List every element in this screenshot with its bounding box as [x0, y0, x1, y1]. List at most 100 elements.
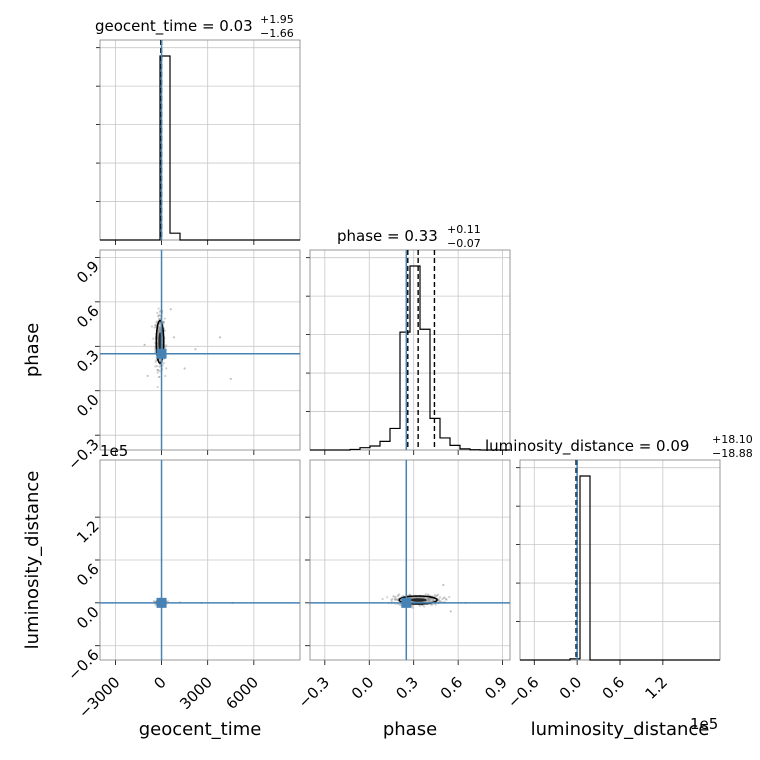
scatter-lumdist-phase-sample-point [430, 597, 433, 600]
scatter-lumdist-phase-sample-point [428, 599, 432, 602]
scatter-lumdist-phase-sample-point [394, 597, 397, 601]
scatter-lumdist-phase-sample-point [427, 599, 430, 602]
scatter-lumdist-phase-sample-point [428, 598, 431, 601]
scatter-lumdist-phase-outlier-point [442, 583, 445, 587]
scatter-phase-geocent-frame [99, 249, 301, 451]
scatter-lumdist-phase-sample-point [430, 603, 434, 606]
hist-lumdist-hist-step [520, 475, 720, 661]
ylabel-phase: phase [22, 323, 43, 377]
scatter-phase-geocent-sample-point [162, 321, 165, 324]
scatter-phase-geocent-sample-point [159, 328, 162, 331]
scatter-lumdist-phase-sample-point [426, 598, 429, 602]
scatter-lumdist-phase-sample-point [426, 598, 429, 601]
scatter-phase-geocent-sample-point [156, 335, 159, 338]
scatter-phase-geocent-sample-point [154, 365, 157, 368]
scatter-lumdist-phase-sample-point [445, 597, 448, 601]
xlabel-phase: phase [383, 719, 437, 740]
scatter-lumdist-geocent-xtick-label: 3000 [176, 673, 216, 713]
scatter-lumdist-phase-sample-point [390, 598, 393, 601]
scatter-lumdist-phase-contour [398, 595, 438, 605]
panel-phase-vs-geocent-time: −0.3 0.0 0.3 0.6 0.9 [64, 249, 301, 474]
scatter-phase-geocent-ytick-label: 0.6 [73, 302, 103, 332]
title-phase-text: phase = 0.33 [337, 227, 438, 245]
scatter-phase-geocent-sample-point [159, 322, 162, 325]
scatter-phase-geocent-sample-point [162, 362, 165, 365]
scatter-phase-geocent-outlier-point [143, 343, 146, 346]
scatter-lumdist-phase-sample-point [428, 600, 431, 603]
scatter-lumdist-phase-sample-point [432, 599, 435, 602]
scatter-lumdist-phase-xtick-label: 0.3 [392, 673, 422, 703]
scatter-lumdist-geocent-points [100, 460, 300, 660]
title-phase-minus: −0.07 [447, 237, 481, 250]
hist-lumdist-xtick-label: 0.0 [556, 673, 586, 703]
scatter-phase-geocent-sample-point [165, 344, 168, 347]
scatter-lumdist-phase-sample-point [443, 596, 446, 599]
scatter-phase-geocent-sample-point [152, 337, 155, 340]
scatter-phase-geocent-sample-point [155, 364, 158, 368]
offset-text-ylum: 1e5 [100, 442, 128, 460]
scatter-phase-geocent-sample-point [158, 329, 162, 332]
scatter-lumdist-phase-sample-point [410, 605, 414, 608]
scatter-phase-geocent-sample-point [158, 375, 161, 378]
scatter-phase-geocent-sample-point [154, 324, 157, 327]
scatter-lumdist-phase-sample-point [426, 597, 429, 600]
scatter-lumdist-phase-sample-point [419, 596, 423, 599]
scatter-phase-geocent-sample-point [155, 359, 158, 362]
scatter-lumdist-phase-sample-point [433, 593, 436, 597]
scatter-lumdist-phase-sample-point [416, 596, 420, 599]
scatter-lumdist-phase-sample-point [411, 606, 414, 609]
scatter-phase-geocent-sample-point [162, 321, 165, 324]
panel-luminosity-distance-vs-phase: −0.3 0.0 0.3 0.6 0.9 [295, 459, 511, 712]
scatter-phase-geocent-sample-point [157, 315, 160, 318]
scatter-phase-geocent-sample-point [162, 320, 165, 323]
scatter-lumdist-phase-sample-point [429, 597, 432, 600]
scatter-phase-geocent-sample-point [158, 327, 162, 330]
scatter-lumdist-phase-sample-point [397, 594, 400, 597]
scatter-phase-geocent-sample-point [158, 327, 161, 331]
scatter-lumdist-phase-sample-point [429, 603, 433, 606]
scatter-phase-geocent-sample-point [158, 370, 162, 373]
scatter-lumdist-phase-sample-point [414, 596, 417, 599]
scatter-lumdist-geocent-xtick-label: 6000 [222, 673, 262, 713]
scatter-lumdist-phase-frame [309, 459, 511, 661]
scatter-lumdist-geocent-sample-point [153, 599, 156, 603]
scatter-phase-geocent-outlier-point [172, 336, 175, 339]
scatter-lumdist-phase-sample-point [428, 597, 431, 601]
scatter-phase-geocent-sample-point [156, 371, 159, 374]
hist-lumdist-xtick-label: 0.6 [599, 673, 629, 703]
scatter-lumdist-phase-sample-point [408, 593, 411, 596]
scatter-phase-geocent-sample-point [158, 326, 161, 329]
scatter-lumdist-phase-sample-point [436, 593, 440, 596]
title-geocent-time-text: geocent_time = 0.03 [95, 17, 253, 36]
scatter-lumdist-phase-sample-point [420, 596, 423, 599]
scatter-lumdist-geocent-frame [99, 459, 301, 661]
scatter-phase-geocent-sample-point [164, 374, 167, 378]
scatter-phase-geocent-outlier-point [146, 374, 149, 378]
scatter-phase-geocent-ytick-label: 0.3 [73, 346, 103, 376]
scatter-lumdist-phase-xtick-label: 0.6 [437, 673, 467, 703]
scatter-phase-geocent-ytick-label: −0.3 [64, 435, 102, 473]
scatter-lumdist-geocent-ytick-label: 0.0 [73, 603, 103, 633]
scatter-phase-geocent-sample-point [156, 311, 159, 314]
scatter-phase-geocent-sample-point [156, 368, 159, 372]
scatter-phase-geocent-outlier-point [229, 377, 232, 380]
scatter-phase-geocent-outlier-point [218, 336, 222, 339]
scatter-phase-geocent-sample-point [158, 365, 161, 368]
scatter-phase-geocent-sample-point [157, 330, 160, 333]
hist-geocent-hist-step [100, 55, 300, 241]
panel-luminosity-distance-vs-geocent-time: −3000 0 3000 6000 −0.6 0.0 0.6 1.2 [64, 459, 301, 722]
scatter-lumdist-phase-sample-point [398, 593, 401, 596]
scatter-phase-geocent-sample-point [158, 313, 161, 316]
title-geocent-time-plus: +1.95 [260, 13, 294, 26]
scatter-phase-geocent-sample-point [157, 307, 160, 310]
scatter-lumdist-phase-sample-point [418, 596, 421, 599]
scatter-phase-geocent-sample-point [157, 314, 160, 318]
scatter-phase-geocent-sample-point [158, 329, 161, 332]
scatter-phase-geocent-sample-point [162, 321, 165, 324]
scatter-lumdist-phase-sample-point [438, 596, 442, 599]
scatter-phase-geocent-sample-point [158, 329, 161, 332]
scatter-lumdist-phase-sample-point [426, 598, 430, 601]
scatter-lumdist-phase-sample-point [423, 605, 426, 608]
scatter-lumdist-phase-sample-point [437, 599, 440, 602]
scatter-phase-geocent-ytick-label: 0.0 [73, 391, 103, 421]
